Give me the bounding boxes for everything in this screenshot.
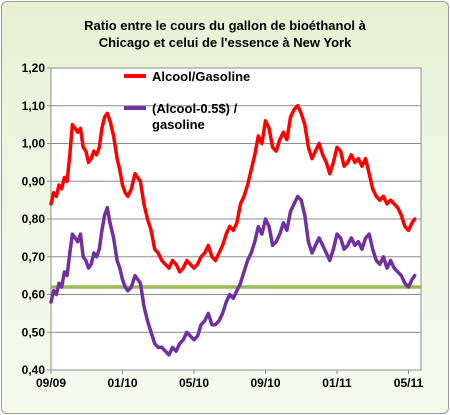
x-tick-label: 05/10 bbox=[179, 376, 209, 390]
y-tick-label: 1,20 bbox=[22, 61, 46, 75]
legend-label-alcool-minus-line2: gasoline bbox=[152, 117, 205, 132]
x-tick-label: 05/11 bbox=[394, 376, 424, 390]
y-tick-label: 0,60 bbox=[22, 288, 46, 302]
y-tick-label: 1,00 bbox=[22, 137, 46, 151]
y-tick-label: 1,10 bbox=[22, 99, 46, 113]
y-axis-ticks: 0,40 0,50 0,60 0,70 0,80 0,90 1,00 1,10 1,20 bbox=[22, 61, 51, 377]
y-tick-label: 0,80 bbox=[22, 212, 46, 226]
legend-label-alcool-gasoline: Alcool/Gasoline bbox=[152, 69, 250, 84]
legend-label-alcool-minus-line1: (Alcool-0.5$) / bbox=[152, 101, 238, 116]
x-tick-label: 01/11 bbox=[322, 376, 352, 390]
y-tick-label: 0,50 bbox=[22, 325, 46, 339]
x-tick-label: 09/09 bbox=[36, 376, 66, 390]
legend: Alcool/Gasoline (Alcool-0.5$) / gasoline bbox=[124, 69, 250, 132]
chart-title-line2: Chicago et celui de l'essence à New York bbox=[99, 35, 352, 50]
y-tick-label: 0,90 bbox=[22, 174, 46, 188]
chart-title-line1: Ratio entre le cours du gallon de bioéth… bbox=[84, 18, 366, 33]
x-tick-label: 09/10 bbox=[250, 376, 280, 390]
series-line-alcool-gasoline bbox=[49, 103, 417, 274]
series-group bbox=[49, 103, 417, 357]
series-line-alcool-minus bbox=[49, 194, 417, 357]
x-axis-ticks: 09/09 01/10 05/10 09/10 01/11 05/11 bbox=[36, 370, 424, 390]
x-tick-label: 01/10 bbox=[107, 376, 137, 390]
y-tick-label: 0,40 bbox=[22, 363, 46, 377]
y-tick-label: 0,70 bbox=[22, 250, 46, 264]
